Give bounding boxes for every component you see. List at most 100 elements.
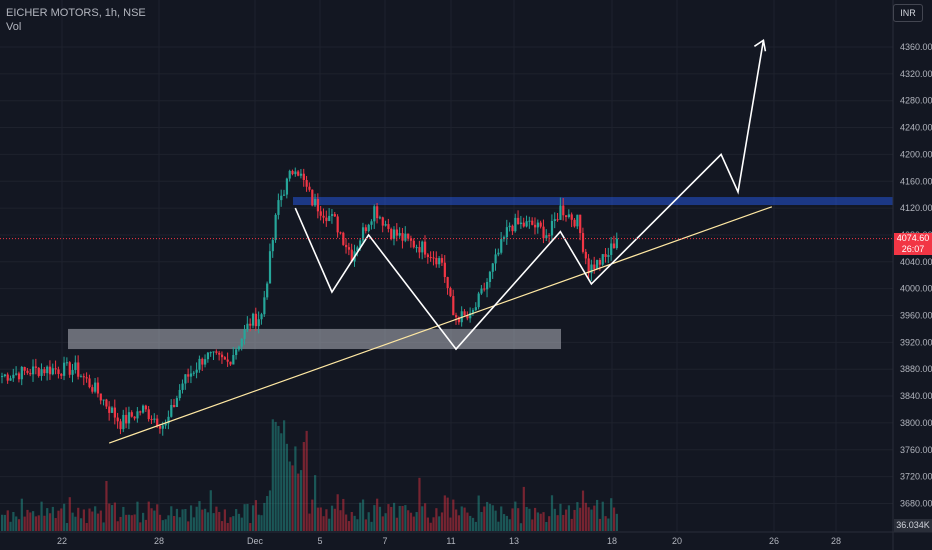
candle-body [96,382,100,394]
candle-body [435,257,438,265]
volume-bar [119,516,122,531]
volume-bar [20,498,23,531]
volume-bar [266,496,269,531]
volume-bar [88,508,91,531]
candle-body [449,288,452,297]
candle-body [32,366,35,375]
volume-bar [480,512,483,531]
volume-bar [57,510,60,531]
volume-bar [579,507,582,531]
volume-bar [596,499,599,531]
candle-body [336,216,339,233]
volume-bar [370,521,373,531]
candle-body [130,412,133,417]
price-tick-label: 3840.00 [900,391,932,401]
volume-bar [359,502,362,531]
candle-body [407,233,410,239]
candle-body [525,221,528,227]
candle-body [607,254,610,257]
volume-bar [136,501,139,531]
candle-body [156,418,159,427]
candle-body [271,240,274,252]
currency-button[interactable]: INR [893,4,923,22]
volume-bar [96,513,100,531]
candle-body [153,418,156,420]
candle-body [198,358,201,370]
volume-bar [539,513,542,531]
candle-body [316,199,320,212]
support-zone [68,328,561,350]
candle-body [615,238,618,249]
candle-body [573,219,576,227]
candle-body [576,214,579,227]
candle-body [240,338,243,347]
candle-body [528,220,531,222]
volume-bar [288,461,291,531]
candle-body [539,222,542,227]
volume-bar [565,509,568,531]
candle-body [223,357,226,360]
candle-body [215,351,218,353]
candle-body [429,256,432,258]
volume-bar [17,519,21,531]
candle-body [438,258,441,265]
candle-body [570,214,573,220]
volume-bar [164,519,167,531]
volume-bar [353,515,356,531]
candle-body [17,373,21,380]
candle-body [226,359,229,362]
candle-body [294,171,297,175]
volume-bar [505,515,508,531]
volume-bar [522,486,525,531]
candle-body [263,297,266,315]
volume-bar [82,509,85,531]
candle-body [20,366,23,380]
volume-bar [189,505,193,531]
volume-bar [34,516,38,531]
volume-bar [29,512,32,531]
candle-body [26,370,29,373]
volume-bar [91,511,94,531]
volume-bar [68,497,71,531]
candle-body [243,329,246,339]
volume-bar [488,503,492,531]
volume-bar [612,507,616,531]
candle-body [517,217,520,225]
candle-body [175,398,179,408]
price-tick-label: 3760.00 [900,445,932,455]
volume-bar [593,505,596,531]
volume-bar [122,506,125,531]
volume-bar [60,508,63,531]
volume-bar [364,519,367,531]
volume-bar [333,508,336,531]
volume-bar [150,508,153,531]
candle-body [82,376,85,378]
candle-body [409,238,413,241]
volume-bar [274,421,277,531]
candle-body [173,404,176,408]
candle-body [257,319,260,327]
volume-bar [3,514,7,531]
volume-bar [6,510,9,531]
candle-body [9,378,12,381]
resistance-zone [293,197,893,206]
candle-body [361,227,365,241]
candle-body [432,257,435,259]
volume-bar [226,522,229,531]
price-tick-label: 4360.00 [900,42,932,52]
volume-bar [113,502,116,531]
candle-body [480,288,483,294]
volume-bar [63,503,66,531]
trendline [108,206,773,444]
candle-body [192,372,195,374]
volume-bar [533,507,537,531]
candle-body [85,377,88,379]
chart-legend: EICHER MOTORS, 1h, NSE Vol [6,6,146,34]
candle-body [74,362,77,371]
price-axis: 4360.00 4320.00 4280.00 4240.00 4200.00 4160.… [900,42,932,508]
candle-body [328,215,331,222]
candle-body [12,374,15,379]
candle-body [204,359,207,365]
candle-body [359,240,362,248]
